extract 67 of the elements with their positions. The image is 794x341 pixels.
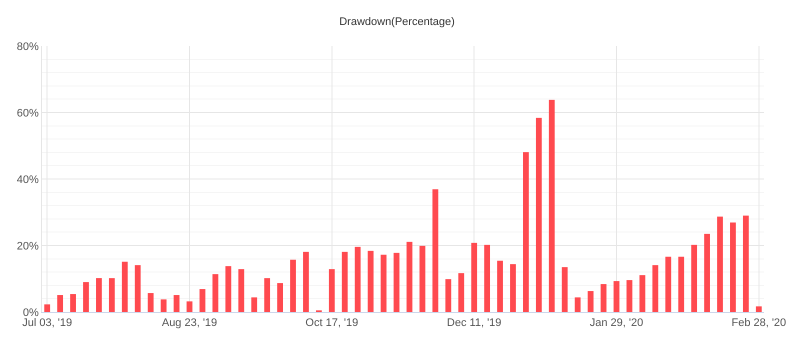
bar — [574, 297, 581, 312]
x-tick-label: Feb 28, '20 — [731, 317, 786, 330]
bar — [742, 216, 749, 312]
bar — [432, 189, 438, 312]
bar — [704, 234, 710, 312]
bar — [536, 118, 542, 312]
bar — [445, 279, 452, 312]
y-tick-label: 40% — [16, 174, 40, 186]
bar — [562, 267, 568, 312]
bar — [523, 152, 529, 312]
bar — [652, 265, 658, 312]
x-tick-label: Dec 11, '19 — [446, 317, 502, 330]
bar — [588, 291, 594, 312]
bar — [264, 278, 270, 312]
bar — [368, 250, 374, 312]
x-tick-label: Jul 03, '19 — [22, 317, 72, 330]
y-tick-label: 0% — [22, 306, 40, 319]
bar — [44, 304, 50, 312]
bar — [290, 260, 296, 312]
bar — [665, 256, 672, 312]
bar — [510, 264, 516, 312]
bar — [251, 297, 258, 312]
bar — [717, 216, 723, 312]
bar — [108, 278, 115, 312]
bar — [57, 295, 64, 312]
y-tick-label: 60% — [16, 107, 40, 120]
bar — [70, 294, 76, 312]
x-tick-label: Jan 29, '20 — [590, 317, 644, 330]
y-tick-label: 20% — [16, 240, 40, 252]
bar — [614, 281, 620, 312]
bar — [600, 284, 606, 312]
x-tick-label: Aug 23, '19 — [162, 317, 218, 330]
bar — [160, 299, 167, 312]
bar — [639, 275, 646, 312]
bar — [200, 289, 206, 312]
bar — [730, 222, 736, 312]
bar — [277, 283, 283, 312]
y-tick-label: 80% — [16, 40, 40, 53]
bar — [380, 254, 386, 312]
bar — [148, 293, 154, 312]
bar — [678, 256, 684, 312]
bar — [122, 262, 128, 312]
bar — [342, 252, 348, 312]
bar — [394, 252, 400, 312]
bar — [497, 260, 503, 312]
bar — [83, 282, 89, 312]
chart-title: Drawdown(Percentage) — [339, 16, 455, 28]
bar — [225, 266, 232, 312]
bar — [406, 242, 412, 312]
bar — [691, 244, 698, 312]
bar — [484, 244, 490, 312]
x-tick-label: Oct 17, '19 — [305, 317, 358, 330]
bar — [303, 252, 309, 312]
bar — [328, 269, 335, 312]
bar — [471, 242, 478, 312]
bar — [756, 306, 762, 312]
bar — [548, 100, 555, 312]
bar — [212, 274, 218, 312]
bar — [134, 265, 141, 312]
bar — [238, 269, 244, 312]
bar — [174, 295, 180, 312]
bar — [354, 246, 361, 312]
bar — [458, 273, 464, 312]
bar — [626, 280, 632, 312]
bar — [186, 301, 192, 312]
bar — [420, 246, 426, 312]
bar — [96, 278, 102, 312]
